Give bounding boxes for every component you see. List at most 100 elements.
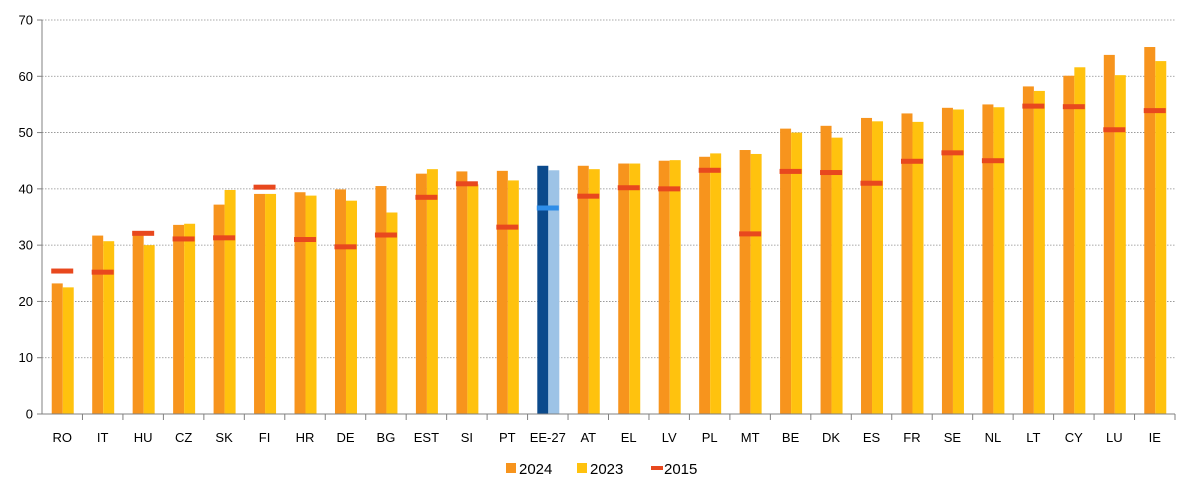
marker-2015-est — [415, 194, 438, 200]
grid-lines — [42, 19, 1175, 359]
bar-2024-fr — [901, 113, 913, 414]
marker-2015-lt — [1022, 103, 1045, 109]
x-tick-label: EE-27 — [530, 430, 566, 445]
legend-label-2024: 2024 — [519, 461, 552, 478]
x-tick-label: HU — [134, 430, 153, 445]
bar-2023-mt — [750, 153, 762, 414]
x-tick-label: PT — [499, 430, 516, 445]
marker-2015-hr — [294, 237, 317, 243]
bar-2024-sk — [213, 204, 225, 414]
y-tick-label: 70 — [19, 13, 33, 28]
legend: 2024 2023 2015 — [506, 461, 697, 478]
bar-2023-dk — [831, 137, 843, 414]
bar-2024-cz — [173, 224, 185, 414]
marker-2015-fi — [253, 184, 276, 190]
bar-2024-se — [941, 107, 953, 414]
legend-label-2023: 2023 — [590, 461, 623, 478]
x-tick-label: DE — [336, 430, 354, 445]
legend-swatch-2024 — [506, 463, 516, 473]
bar-2023-pt — [507, 180, 519, 414]
marker-2015-si — [455, 181, 478, 187]
bar-2024-it — [92, 235, 104, 414]
bar-2024-ro — [51, 283, 63, 414]
bar-2024-ee-27 — [537, 165, 549, 414]
y-tick-label: 0 — [26, 407, 33, 422]
marker-2015-cy — [1062, 104, 1085, 110]
bar-2023-nl — [993, 107, 1005, 414]
bar-2023-el — [629, 163, 641, 414]
legend-label-2015: 2015 — [664, 461, 697, 478]
x-tick-label: RO — [52, 430, 72, 445]
bar-2023-be — [791, 132, 803, 415]
legend-swatch-2015 — [651, 466, 663, 470]
bar-2024-lu — [1103, 54, 1115, 414]
marker-2015-be — [779, 168, 802, 174]
bar-2023-cy — [1074, 67, 1086, 414]
x-tick-label: FR — [903, 430, 920, 445]
bar-2024-nl — [982, 104, 994, 414]
bar-2023-es — [872, 121, 884, 415]
bar-2024-est — [415, 173, 427, 414]
x-tick-label: EL — [621, 430, 637, 445]
x-tick-label: SI — [461, 430, 473, 445]
y-tick-label: 60 — [19, 69, 33, 84]
bar-2023-bg — [386, 212, 398, 414]
x-tick-label: SK — [215, 430, 233, 445]
bar-2024-si — [456, 171, 468, 414]
bar-2024-el — [618, 163, 630, 414]
x-tick-label: ES — [863, 430, 881, 445]
y-tick-label: 50 — [19, 125, 33, 140]
marker-2015-it — [91, 269, 114, 275]
marker-2015-dk — [820, 170, 843, 176]
bar-2023-it — [103, 241, 115, 414]
marker-2015-fr — [900, 158, 923, 164]
bar-2023-fr — [912, 121, 924, 415]
x-tick-label: IE — [1149, 430, 1162, 445]
x-tick-label: FI — [259, 430, 271, 445]
bar-2023-se — [952, 109, 964, 414]
x-tick-label: NL — [985, 430, 1002, 445]
bar-2023-si — [467, 184, 479, 414]
x-tick-label: HR — [296, 430, 315, 445]
bar-2023-lu — [1114, 75, 1126, 414]
bar-2023-cz — [184, 223, 196, 414]
x-tick-label: DK — [822, 430, 840, 445]
marker-2015-pt — [496, 224, 519, 230]
bar-2023-at — [588, 169, 600, 414]
bar-2023-de — [345, 200, 357, 414]
legend-swatch-2023 — [577, 463, 587, 473]
axes — [37, 19, 1176, 420]
markers-2015 — [51, 103, 1166, 275]
x-tick-label: MT — [741, 430, 760, 445]
x-tick-label: BE — [782, 430, 800, 445]
marker-2015-cz — [172, 236, 195, 242]
bars — [51, 47, 1167, 415]
bar-2024-pt — [496, 170, 508, 414]
x-tick-label: SE — [944, 430, 962, 445]
y-tick-labels: 0 10 20 30 40 50 60 70 — [19, 13, 33, 422]
marker-2015-hu — [132, 230, 155, 236]
bar-2023-lt — [1033, 90, 1045, 415]
bar-2024-de — [334, 189, 346, 414]
x-tick-label: LV — [662, 430, 677, 445]
bar-2023-ie — [1155, 61, 1167, 415]
bar-2024-lt — [1022, 86, 1034, 414]
x-tick-label: LT — [1026, 430, 1040, 445]
bar-2023-fi — [265, 193, 277, 414]
bar-2023-hu — [143, 245, 155, 414]
x-tick-label: EST — [414, 430, 439, 445]
bar-2023-lv — [669, 160, 681, 414]
bar-2023-est — [426, 169, 438, 414]
marker-2015-at — [577, 193, 600, 199]
marker-2015-pl — [698, 167, 721, 173]
bar-2024-lv — [658, 160, 670, 414]
y-tick-label: 30 — [19, 238, 33, 253]
bar-2024-bg — [375, 186, 387, 414]
bar-2024-pl — [699, 156, 711, 414]
marker-2015-lu — [1103, 127, 1126, 133]
marker-2015-el — [617, 185, 640, 191]
bar-2023-hr — [305, 195, 317, 414]
y-tick-label: 20 — [19, 294, 33, 309]
